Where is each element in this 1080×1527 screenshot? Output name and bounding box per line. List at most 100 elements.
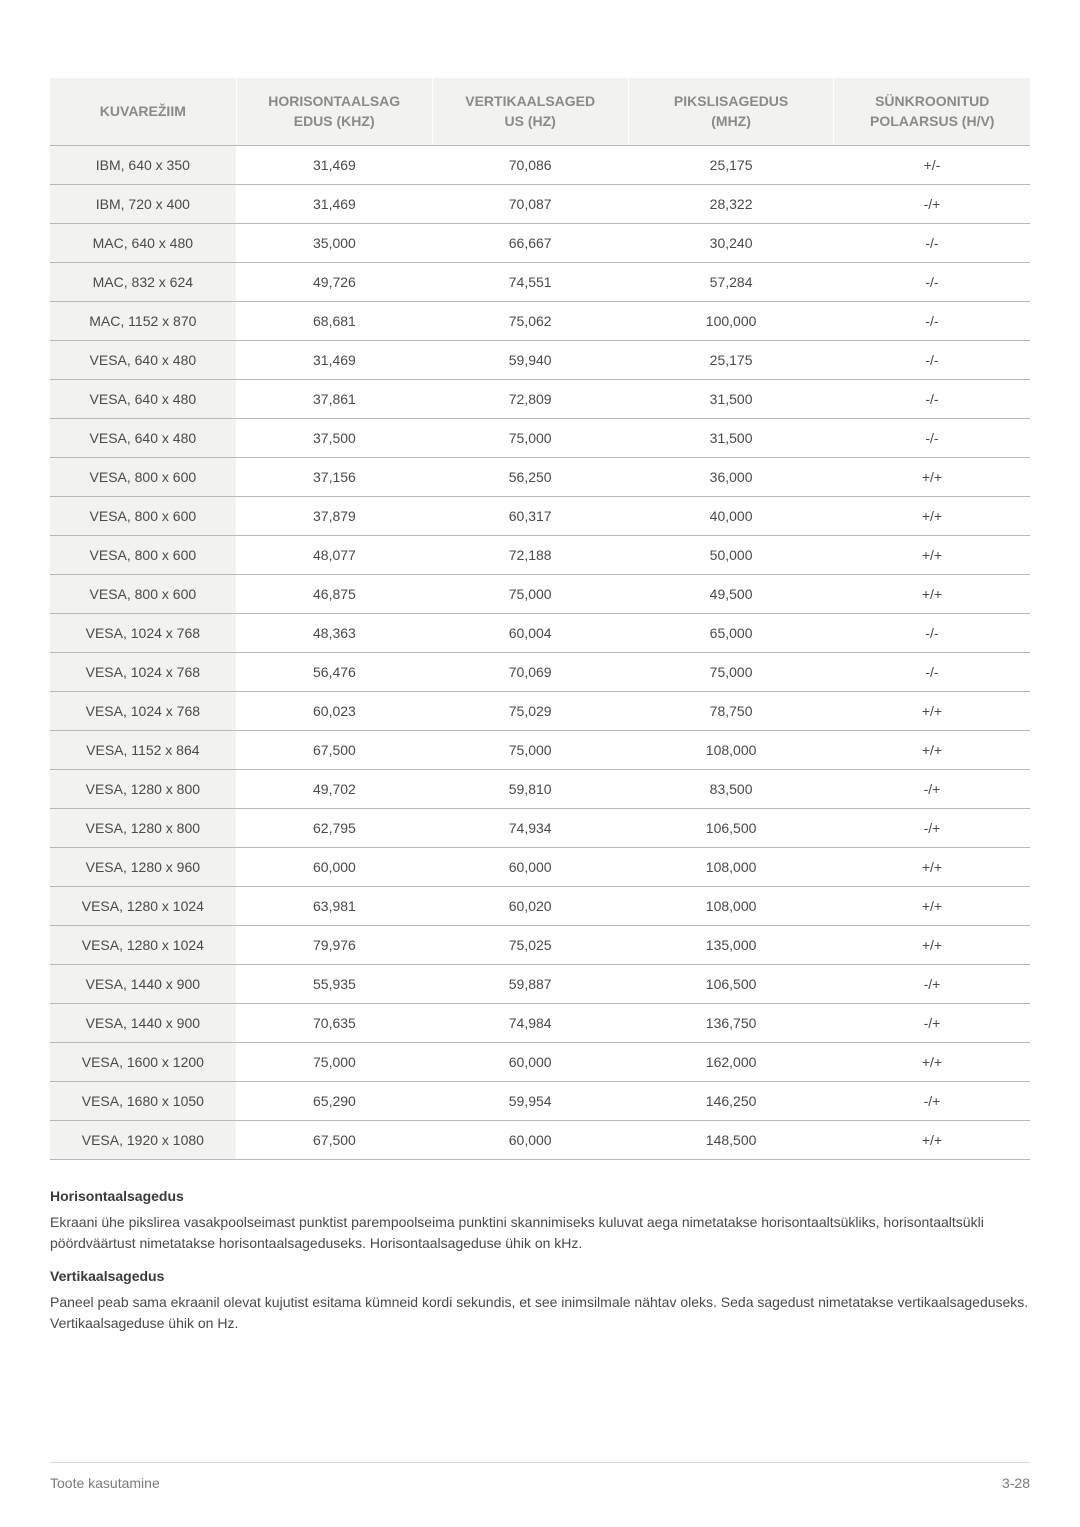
table-cell: -/- — [834, 263, 1030, 302]
table-cell: VESA, 640 x 480 — [50, 341, 236, 380]
table-cell: 49,726 — [236, 263, 432, 302]
section-horiz-title: Horisontaalsagedus — [50, 1188, 1030, 1204]
table-cell: 135,000 — [628, 926, 834, 965]
table-row: VESA, 640 x 48031,46959,94025,175-/- — [50, 341, 1030, 380]
table-cell: 75,000 — [432, 731, 628, 770]
footer-left: Toote kasutamine — [50, 1475, 160, 1491]
table-cell: VESA, 1440 x 900 — [50, 965, 236, 1004]
table-row: MAC, 640 x 48035,00066,66730,240-/- — [50, 224, 1030, 263]
table-cell: 67,500 — [236, 731, 432, 770]
table-cell: +/+ — [834, 575, 1030, 614]
table-cell: 62,795 — [236, 809, 432, 848]
table-cell: 49,500 — [628, 575, 834, 614]
table-cell: VESA, 800 x 600 — [50, 497, 236, 536]
table-row: VESA, 1440 x 90055,93559,887106,500-/+ — [50, 965, 1030, 1004]
table-cell: VESA, 1024 x 768 — [50, 614, 236, 653]
table-cell: 75,000 — [432, 419, 628, 458]
table-row: VESA, 800 x 60046,87575,00049,500+/+ — [50, 575, 1030, 614]
table-cell: 70,087 — [432, 185, 628, 224]
table-cell: +/+ — [834, 536, 1030, 575]
table-cell: 60,004 — [432, 614, 628, 653]
table-cell: 59,940 — [432, 341, 628, 380]
table-cell: VESA, 1280 x 960 — [50, 848, 236, 887]
section-horiz-body: Ekraani ühe pikslirea vasakpoolseimast p… — [50, 1212, 1030, 1254]
table-cell: 57,284 — [628, 263, 834, 302]
section-vert-body: Paneel peab sama ekraanil olevat kujutis… — [50, 1292, 1030, 1334]
table-row: VESA, 640 x 48037,50075,00031,500-/- — [50, 419, 1030, 458]
table-cell: VESA, 1440 x 900 — [50, 1004, 236, 1043]
th-horiz: HORISONTAALSAGEDUS (KHZ) — [236, 78, 432, 146]
table-cell: 83,500 — [628, 770, 834, 809]
table-cell: 50,000 — [628, 536, 834, 575]
table-cell: VESA, 1280 x 1024 — [50, 887, 236, 926]
table-cell: 75,062 — [432, 302, 628, 341]
table-cell: 31,469 — [236, 146, 432, 185]
table-cell: 70,069 — [432, 653, 628, 692]
table-cell: 60,020 — [432, 887, 628, 926]
page-footer: Toote kasutamine 3-28 — [50, 1462, 1030, 1491]
th-pixel: PIKSLISAGEDUS(MHZ) — [628, 78, 834, 146]
table-cell: -/- — [834, 224, 1030, 263]
table-row: VESA, 1024 x 76848,36360,00465,000-/- — [50, 614, 1030, 653]
table-cell: VESA, 1280 x 800 — [50, 770, 236, 809]
table-row: VESA, 800 x 60037,15656,25036,000+/+ — [50, 458, 1030, 497]
table-cell: 55,935 — [236, 965, 432, 1004]
table-cell: 75,000 — [432, 575, 628, 614]
table-row: VESA, 1280 x 80062,79574,934106,500-/+ — [50, 809, 1030, 848]
table-cell: 31,500 — [628, 419, 834, 458]
table-cell: 59,810 — [432, 770, 628, 809]
table-cell: 56,250 — [432, 458, 628, 497]
table-row: VESA, 1024 x 76860,02375,02978,750+/+ — [50, 692, 1030, 731]
table-cell: -/- — [834, 341, 1030, 380]
table-cell: 65,000 — [628, 614, 834, 653]
table-cell: 74,984 — [432, 1004, 628, 1043]
table-cell: -/+ — [834, 1004, 1030, 1043]
th-mode: KUVAREŽIIM — [50, 78, 236, 146]
table-cell: 79,976 — [236, 926, 432, 965]
table-cell: +/+ — [834, 848, 1030, 887]
table-cell: 63,981 — [236, 887, 432, 926]
table-cell: 60,023 — [236, 692, 432, 731]
table-cell: +/+ — [834, 458, 1030, 497]
table-cell: 108,000 — [628, 731, 834, 770]
table-cell: -/+ — [834, 185, 1030, 224]
table-cell: 148,500 — [628, 1121, 834, 1160]
table-cell: +/+ — [834, 497, 1030, 536]
table-cell: 65,290 — [236, 1082, 432, 1121]
table-cell: 108,000 — [628, 848, 834, 887]
table-row: VESA, 1280 x 80049,70259,81083,500-/+ — [50, 770, 1030, 809]
table-cell: 60,000 — [432, 1121, 628, 1160]
table-cell: 31,469 — [236, 341, 432, 380]
table-cell: 68,681 — [236, 302, 432, 341]
table-cell: VESA, 1600 x 1200 — [50, 1043, 236, 1082]
table-cell: 37,861 — [236, 380, 432, 419]
table-cell: 28,322 — [628, 185, 834, 224]
table-row: VESA, 1280 x 102479,97675,025135,000+/+ — [50, 926, 1030, 965]
table-cell: 106,500 — [628, 809, 834, 848]
table-cell: 74,934 — [432, 809, 628, 848]
table-row: VESA, 1024 x 76856,47670,06975,000-/- — [50, 653, 1030, 692]
table-cell: -/- — [834, 380, 1030, 419]
table-cell: 36,000 — [628, 458, 834, 497]
table-cell: IBM, 720 x 400 — [50, 185, 236, 224]
table-row: VESA, 1600 x 120075,00060,000162,000+/+ — [50, 1043, 1030, 1082]
table-row: VESA, 800 x 60048,07772,18850,000+/+ — [50, 536, 1030, 575]
table-cell: VESA, 1280 x 800 — [50, 809, 236, 848]
table-cell: 146,250 — [628, 1082, 834, 1121]
table-row: VESA, 1152 x 86467,50075,000108,000+/+ — [50, 731, 1030, 770]
table-cell: -/+ — [834, 1082, 1030, 1121]
table-cell: 56,476 — [236, 653, 432, 692]
section-horiz: Horisontaalsagedus Ekraani ühe pikslirea… — [50, 1188, 1030, 1254]
table-row: VESA, 1920 x 108067,50060,000148,500+/+ — [50, 1121, 1030, 1160]
th-vert: VERTIKAALSAGEDUS (HZ) — [432, 78, 628, 146]
table-cell: VESA, 800 x 600 — [50, 458, 236, 497]
table-cell: 70,635 — [236, 1004, 432, 1043]
table-cell: +/+ — [834, 926, 1030, 965]
table-row: VESA, 640 x 48037,86172,80931,500-/- — [50, 380, 1030, 419]
table-cell: 37,500 — [236, 419, 432, 458]
table-cell: 25,175 — [628, 341, 834, 380]
table-cell: 48,363 — [236, 614, 432, 653]
table-cell: 136,750 — [628, 1004, 834, 1043]
table-cell: VESA, 800 x 600 — [50, 536, 236, 575]
table-row: MAC, 1152 x 87068,68175,062100,000-/- — [50, 302, 1030, 341]
